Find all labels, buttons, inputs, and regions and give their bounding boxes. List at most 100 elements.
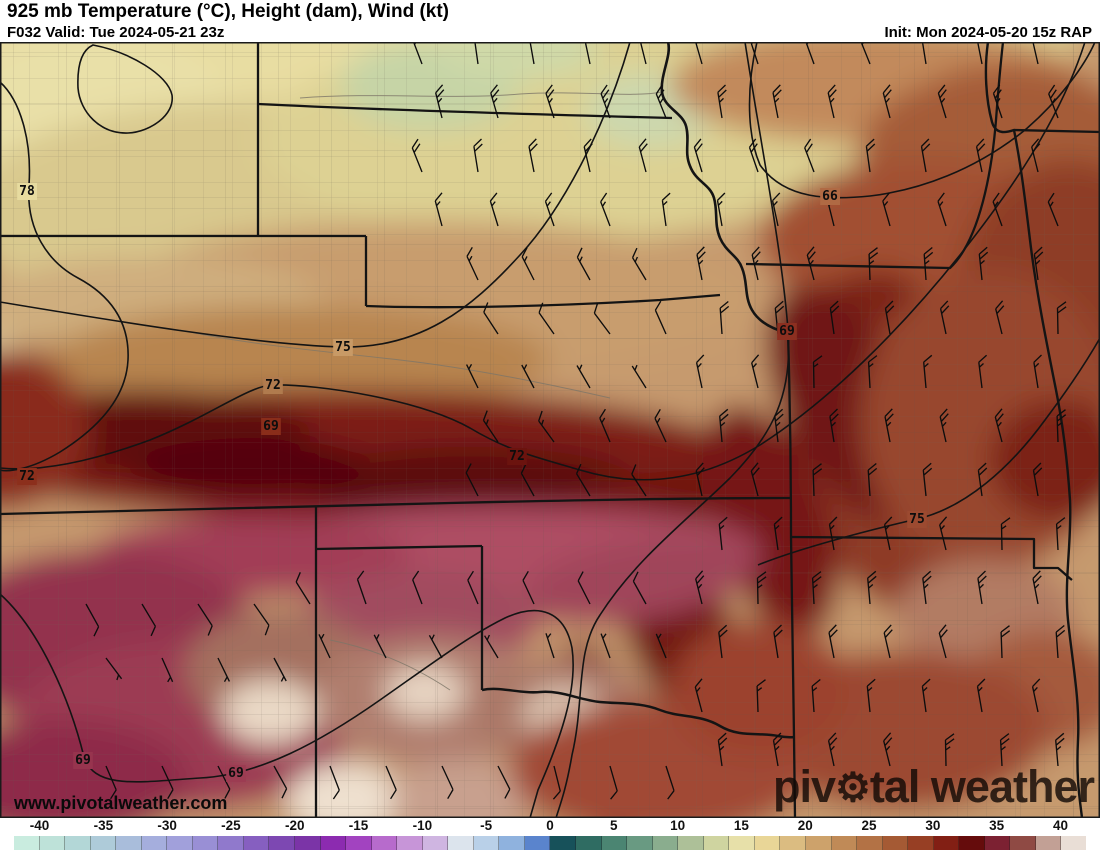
gear-icon: ⚙ [835,766,871,810]
colorbar-cell [295,836,321,850]
height-contour-label: 72 [19,469,35,484]
colorbar-cell [65,836,91,850]
wind-barb [545,84,555,119]
url-watermark: www.pivotalweather.com [14,793,228,813]
wind-barb [771,192,781,227]
wind-barb [811,678,821,713]
wind-barb [520,463,535,497]
wind-barb [717,84,727,119]
wind-barb [105,765,117,800]
colorbar-cell [627,836,653,850]
wind-barb [473,138,483,173]
wind-barb [1055,517,1066,551]
colorbar-tick: -10 [412,818,433,833]
wind-barb [922,570,932,605]
map-canvas: 78 75 75 72 72 72 69 69 69 69 66 [0,42,1100,818]
wind-barb [811,571,822,605]
colorbar-cell [576,836,602,850]
wind-barb [920,138,931,173]
map-frame [0,42,1100,818]
wind-barb [1056,409,1067,443]
contour-label-mask [226,765,246,782]
wind-barb [939,300,950,335]
wind-barb [141,603,157,637]
wind-barb [696,246,706,281]
wind-barb [583,138,593,173]
colorbar-cell [90,836,117,850]
wind-barb [273,657,287,682]
wind-barb [521,247,535,281]
colorbar-cell [14,836,40,850]
wind-barb [661,192,671,227]
wind-barb [538,410,555,443]
colorbar-cell [601,836,628,850]
wind-barb [631,364,647,389]
wind-barb [978,354,988,389]
colorbar-cell [167,836,193,850]
contour-label-mask [17,183,37,200]
wind-barb [599,408,611,443]
colorbar-cell [678,836,704,850]
colorbar-scale [14,836,1086,850]
wind-barb [882,84,892,119]
contour-label-mask [17,468,37,485]
colorbar: -40 -35 -30 -25 -20 -15 -10 -5 0 5 10 15 20 25 30 35 40 [0,818,1100,850]
wind-barb [922,462,933,497]
wind-barb [772,84,782,119]
wind-barb [884,300,895,335]
colorbar-tick: -30 [157,818,177,833]
colorbar-tick: 0 [546,818,554,833]
colorbar-cell [652,836,679,850]
wind-barb [751,246,761,281]
wind-barb [467,570,479,605]
wind-barb [828,516,838,551]
wind-barb [483,302,499,335]
wind-barb [600,192,611,227]
height-contour-label: 66 [822,189,838,204]
colorbar-tick: 10 [670,818,686,833]
height-contour-label: 75 [909,512,925,527]
wind-barb [1055,732,1065,767]
colorbar-cell [703,836,730,850]
colorbar-cell [1035,836,1062,850]
wind-barb [976,678,986,713]
wind-barb [829,408,839,443]
height-contour-label: 72 [509,449,525,464]
colorbar-cell [857,836,883,850]
wind-barb [497,765,511,799]
contour-label-mask [907,511,927,528]
height-contour-label: 69 [228,766,244,781]
wind-barb [756,571,767,605]
wind-barb [490,84,500,119]
colorbar-cell [959,836,985,850]
wind-barb [356,570,367,605]
wind-barb [756,679,766,713]
wind-barb [161,657,174,683]
wind-barb [632,571,647,605]
wind-barb [105,657,123,681]
wind-barb [867,462,878,497]
wind-barb [489,192,499,227]
wind-barb [883,516,893,551]
colorbar-cell [1010,836,1036,850]
wind-barb [994,408,1004,443]
wind-barb [600,633,611,659]
wind-barb [773,624,783,659]
colorbar-tick: -40 [29,818,50,833]
colorbar-cell [473,836,500,850]
logo-text-post: tal weather [869,761,1095,812]
wind-barb [1047,192,1059,227]
wind-barb [655,84,667,119]
wind-barb [992,84,1003,119]
wind-barb [1033,246,1044,281]
wind-barb [329,765,340,800]
wind-barb [161,765,174,800]
colorbar-tick: -35 [93,818,114,833]
colorbar-cell [499,836,525,850]
wind-barb [828,624,838,659]
wind-barb [804,138,815,173]
wind-barb [827,84,837,119]
wind-barb [716,192,726,227]
wind-barb [465,363,479,389]
wind-barb [868,247,879,281]
